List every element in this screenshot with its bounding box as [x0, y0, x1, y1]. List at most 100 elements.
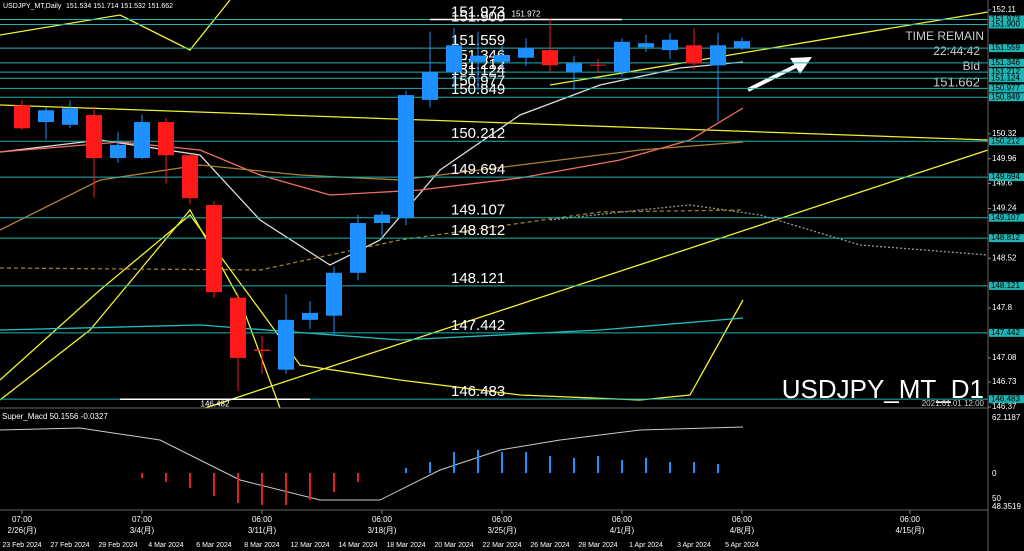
level-box — [989, 213, 1024, 222]
time-label: 06:00 — [252, 515, 273, 524]
y-tick-label: 149.24 — [992, 204, 1017, 213]
x-tick-label: 3 Apr 2024 — [677, 542, 711, 549]
candle-body — [542, 50, 558, 66]
band-line — [0, 214, 744, 401]
level-label: 150.212 — [451, 125, 505, 142]
y-tick-label: 147.8 — [992, 303, 1013, 312]
x-tick-label: 23 Feb 2024 — [2, 542, 41, 549]
level-box-label: 148.812 — [991, 233, 1020, 242]
candle-body — [326, 272, 342, 316]
date-label: 3/11(月) — [248, 526, 277, 535]
y-tick-label: 148.52 — [992, 253, 1017, 262]
candle-body — [686, 45, 702, 64]
level-box — [989, 58, 1024, 67]
time-label: 06:00 — [612, 515, 633, 524]
x-tick-label: 29 Feb 2024 — [98, 542, 137, 549]
level-box-label: 149.107 — [991, 213, 1020, 222]
ma-line — [0, 317, 744, 341]
level-label: 147.442 — [451, 317, 505, 334]
level-box-label: 148.121 — [991, 281, 1020, 290]
x-tick-label: 22 Mar 2024 — [482, 542, 521, 549]
candle-body — [422, 72, 438, 100]
trendline — [204, 149, 989, 409]
band-line — [0, 208, 281, 409]
candle-body — [278, 319, 294, 370]
level-label: 149.694 — [451, 161, 505, 178]
level-box-label: 151.973 — [991, 15, 1020, 24]
y-tick-label: 146.37 — [992, 402, 1017, 411]
candle-body — [662, 39, 678, 51]
candle-body — [134, 122, 150, 159]
level-box-label: 151.559 — [991, 43, 1020, 52]
candle-body — [230, 297, 246, 358]
candle-body — [254, 349, 270, 351]
candle-body — [470, 55, 486, 62]
level-box-label: 151.212 — [991, 67, 1020, 76]
level-box — [989, 74, 1024, 83]
y-tick-label: 147.08 — [992, 353, 1017, 362]
date-label: 4/15(月) — [896, 526, 925, 535]
date-label: 4/1(月) — [610, 526, 635, 535]
level-box-label: 150.849 — [991, 92, 1020, 101]
chart-title: USDJPY_MT,Daily — [3, 3, 62, 10]
y-tick-label: 149.6 — [992, 179, 1013, 188]
date-label: 3/25(月) — [488, 526, 517, 535]
y-tick-label: 146.73 — [992, 377, 1017, 386]
time-label: 07:00 — [132, 515, 153, 524]
level-box — [989, 328, 1024, 337]
x-tick-label: 5 Apr 2024 — [725, 542, 759, 549]
bid-label: Bid — [963, 59, 980, 73]
candle-body — [518, 48, 534, 58]
candle-body — [398, 95, 414, 219]
candle-body — [350, 223, 366, 273]
level-label: 148.812 — [451, 222, 505, 239]
candle-body — [14, 105, 30, 129]
sub-tick-label: 48.3519 — [992, 502, 1021, 511]
level-box — [989, 68, 1024, 77]
sub-tick-label: 62.1187 — [992, 413, 1021, 422]
candle-body — [734, 41, 750, 49]
time-remain-label: TIME REMAIN — [905, 29, 984, 43]
y-tick-label: 152.11 — [992, 5, 1016, 14]
time-label: 06:00 — [372, 515, 393, 524]
candle-body — [710, 45, 726, 66]
x-tick-label: 20 Mar 2024 — [434, 542, 473, 549]
level-box-label: 151.124 — [991, 73, 1020, 82]
date-label: 3/18(月) — [368, 526, 397, 535]
level-box-label: 147.442 — [991, 328, 1020, 337]
level-box — [989, 234, 1024, 243]
annotation-label: 151.972 — [512, 10, 541, 19]
x-tick-label: 27 Feb 2024 — [50, 542, 89, 549]
date-label: 3/4(月) — [130, 526, 155, 535]
level-label: 149.107 — [451, 202, 505, 219]
ohlc-header: 151.534 151.714 151.532 151.662 — [66, 3, 173, 10]
candle-body — [638, 43, 654, 48]
time-remain: 22:44:42 — [933, 44, 980, 58]
level-label: 151.973 — [451, 3, 505, 20]
annotation-label: 146.482 — [201, 399, 230, 408]
level-box — [989, 395, 1024, 404]
level-box-label: 150.212 — [991, 136, 1020, 145]
sub-tick-label: 50 — [992, 494, 1001, 503]
candle-body — [302, 312, 318, 320]
candle-body — [86, 115, 102, 159]
date-label: 4/8(月) — [730, 526, 755, 535]
level-box — [989, 137, 1024, 146]
y-tick-label: 150.32 — [992, 129, 1017, 138]
x-tick-label: 14 Mar 2024 — [338, 542, 377, 549]
candle-body — [566, 63, 582, 73]
candle-body — [158, 122, 174, 156]
candle-body — [62, 108, 78, 125]
bid: 151.662 — [933, 74, 980, 89]
level-label: 146.483 — [451, 383, 505, 400]
level-box — [989, 20, 1024, 29]
sub-tick-label: 0 — [992, 469, 997, 478]
level-box — [989, 173, 1024, 182]
candle-body — [446, 45, 462, 73]
level-box-label: 146.483 — [991, 394, 1020, 403]
macd-line — [0, 426, 744, 501]
x-tick-label: 28 Mar 2024 — [578, 542, 617, 549]
arrow-head — [790, 57, 812, 74]
